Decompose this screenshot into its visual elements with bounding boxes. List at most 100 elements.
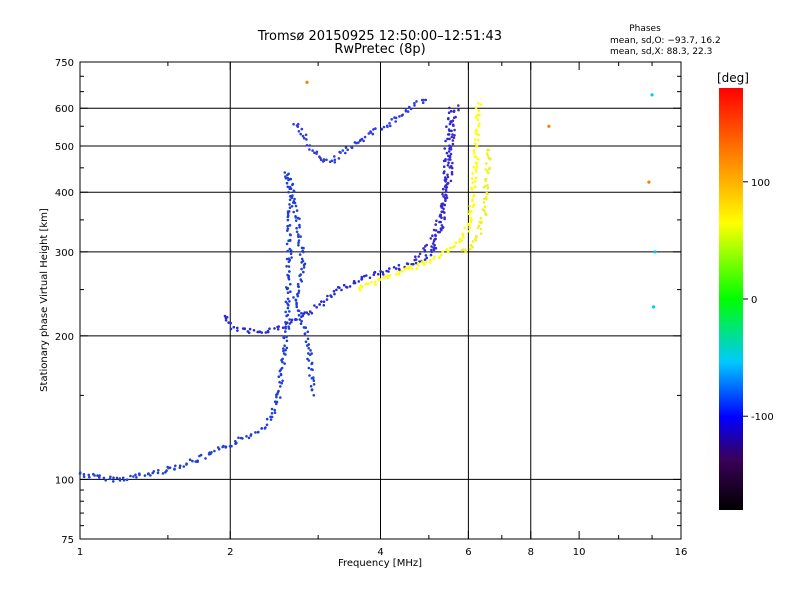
data-point [445,248,449,251]
data-point [471,172,474,175]
data-point [457,104,460,107]
data-point [236,326,239,330]
data-point [295,230,299,234]
data-point [297,309,301,313]
data-point [306,337,310,341]
data-point [483,197,486,201]
data-point [310,352,314,355]
data-point [299,132,303,136]
data-point [303,311,307,314]
data-point [475,165,479,168]
data-point [243,327,247,331]
data-point [450,170,454,174]
data-point [449,164,453,168]
data-point [102,476,106,480]
data-point [285,181,289,185]
data-point [442,207,445,211]
data-point [442,195,445,198]
data-point [479,103,483,106]
data-point [443,147,447,150]
data-point [451,139,455,142]
data-point [371,132,375,136]
data-point [284,330,287,333]
data-point [464,248,467,252]
data-point [447,250,450,254]
data-point [449,148,453,151]
data-point [441,226,444,230]
data-point [82,473,86,476]
data-point [296,122,300,126]
data-point [425,243,429,247]
data-point [328,160,332,164]
data-point [424,98,428,102]
data-point [381,271,385,274]
data-point [296,125,300,128]
data-point [379,269,382,273]
data-point [112,480,115,483]
data-point [289,282,292,286]
data-point [335,288,338,292]
data-point [475,128,478,132]
data-point [264,426,267,429]
data-point [297,239,301,242]
data-point [286,273,289,277]
data-point [291,182,295,186]
data-point [213,449,216,453]
data-point [475,132,479,136]
data-point [438,220,441,224]
data-point [157,469,160,472]
data-point [311,149,314,152]
data-point [333,158,337,162]
data-point [394,120,398,123]
data-point [445,196,449,199]
data-point [444,199,447,202]
data-point [382,276,385,280]
data-point [363,135,367,139]
data-point [386,276,390,280]
data-point [363,274,366,278]
data-point [413,102,416,105]
data-point [248,327,252,331]
data-point [448,129,451,133]
data-point [286,224,289,228]
data-point [290,320,293,324]
data-point [313,151,316,155]
data-point [415,267,419,270]
data-point [486,186,490,190]
data-point [290,256,293,259]
data-point [358,286,361,290]
data-point [424,254,428,257]
data-point [473,138,477,141]
data-point [284,300,288,304]
data-point [252,329,256,332]
data-point [275,402,278,406]
data-point [448,246,452,250]
data-point [241,437,244,440]
data-point [392,266,396,269]
data-point [295,226,298,230]
data-point [401,113,405,117]
data-point [480,220,484,224]
data-point [485,162,488,165]
data-point [350,145,353,149]
data-point [288,198,292,202]
data-point [446,175,450,179]
data-point [414,258,418,261]
data-point [647,180,651,184]
data-point [295,303,298,307]
data-point [484,184,487,188]
data-point [319,158,323,161]
data-point [483,205,487,208]
data-point [385,269,388,273]
data-point [474,116,478,119]
data-point [360,278,363,281]
data-point [447,111,451,114]
data-point [409,265,413,268]
data-point [289,177,293,181]
colorbar-tick-label: 100 [751,178,770,189]
data-point [471,245,474,249]
data-point [486,169,489,173]
data-point [299,235,302,238]
data-point [174,464,177,468]
data-point [311,377,315,380]
